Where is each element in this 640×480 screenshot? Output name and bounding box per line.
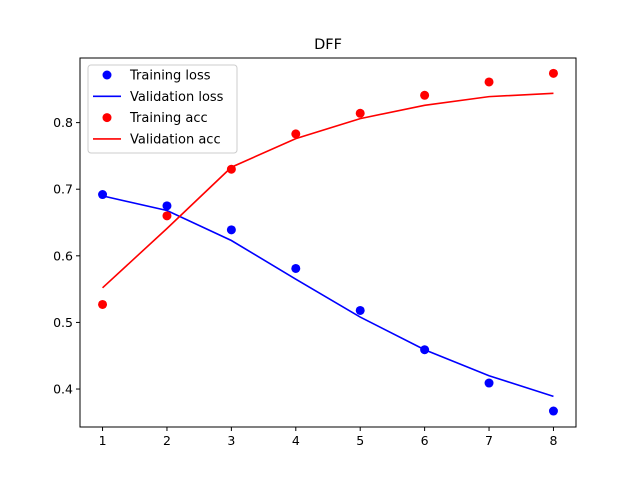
plot-area [98, 68, 558, 416]
y-tick-label: 0.5 [53, 315, 73, 330]
data-point-training-loss [226, 225, 236, 235]
x-axis: 1 2 3 4 5 6 7 8 [99, 427, 557, 448]
plot-frame [79, 57, 577, 428]
y-tick-label: 0.4 [53, 382, 73, 397]
data-point-training-acc [162, 211, 172, 221]
data-point-training-loss [548, 406, 558, 416]
x-tick-label: 3 [227, 433, 235, 448]
data-point-training-acc [291, 129, 301, 139]
y-axis: 0.4 0.5 0.6 0.7 0.8 [53, 115, 80, 397]
data-point-training-loss [355, 305, 365, 315]
x-tick-label: 8 [549, 433, 557, 448]
x-tick-label: 5 [356, 433, 364, 448]
legend-item: Training loss [102, 69, 211, 84]
data-point-training-acc [355, 108, 365, 118]
y-tick-label: 0.8 [53, 115, 73, 130]
y-tick-label: 0.6 [53, 248, 73, 263]
series-line-validation-loss [102, 195, 554, 398]
legend-box [87, 64, 238, 154]
legend-label: Training acc [129, 111, 208, 126]
data-point-training-acc [420, 90, 430, 100]
legend-item: Validation loss [93, 90, 224, 105]
legend: Training loss Validation loss Training acc… [87, 64, 238, 154]
legend-marker-swatch [102, 113, 112, 123]
data-point-training-loss [291, 263, 301, 273]
x-tick-label: 1 [99, 433, 107, 448]
y-tick-label: 0.7 [53, 182, 73, 197]
series-line-validation-acc [102, 92, 554, 289]
data-point-training-loss [98, 190, 108, 200]
x-tick-label: 4 [292, 433, 300, 448]
legend-label: Training loss [129, 69, 211, 84]
chart-title: DFF [314, 37, 342, 53]
data-point-training-acc [548, 68, 558, 78]
x-tick-label: 2 [163, 433, 171, 448]
legend-marker-swatch [102, 70, 112, 80]
legend-label: Validation loss [130, 90, 224, 105]
data-point-training-loss [484, 378, 494, 388]
data-point-training-acc [484, 77, 494, 87]
data-point-training-acc [98, 299, 108, 309]
legend-item: Training acc [102, 111, 208, 126]
legend-item: Validation acc [93, 132, 221, 147]
legend-label: Validation acc [130, 132, 221, 147]
x-tick-label: 6 [421, 433, 429, 448]
x-tick-label: 7 [485, 433, 493, 448]
data-point-training-loss [162, 201, 172, 211]
